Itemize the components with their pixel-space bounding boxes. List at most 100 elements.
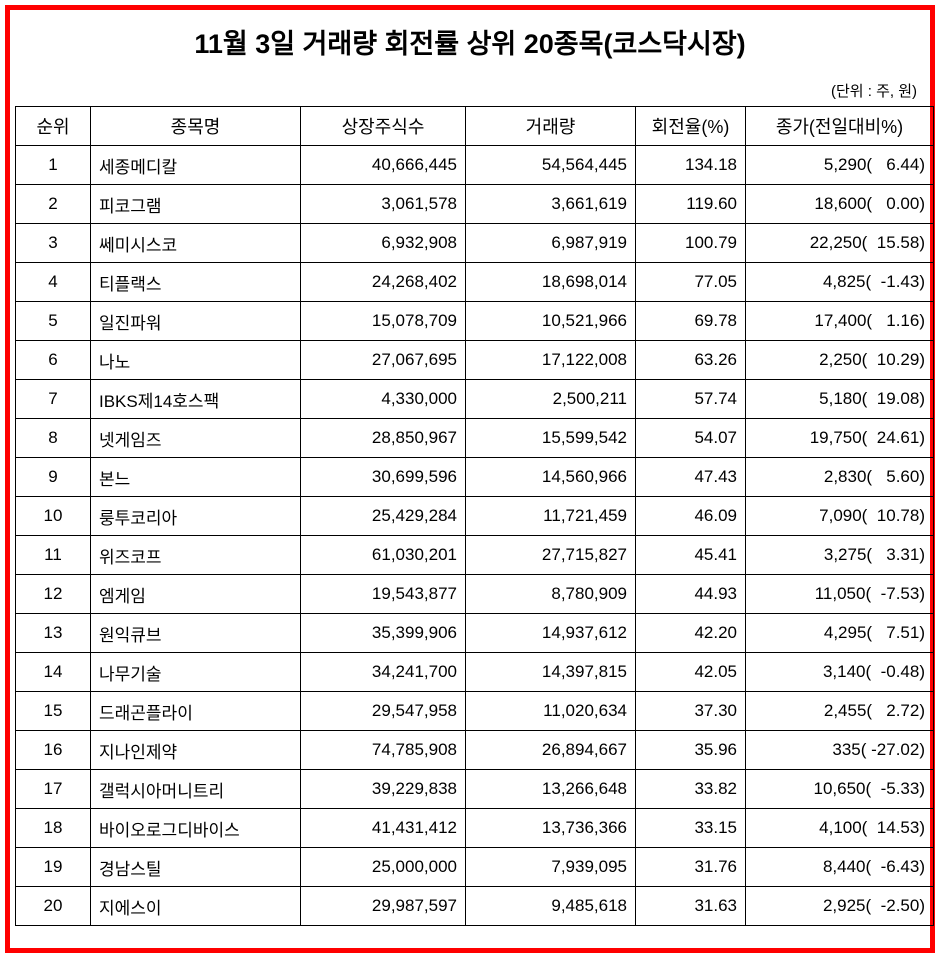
cell-close-price: 2,830( 5.60) (745, 457, 934, 498)
cell-close-price: 8,440( -6.43) (745, 847, 934, 888)
cell-volume: 54,564,445 (465, 145, 636, 186)
cell-close-price: 4,825( -1.43) (745, 262, 934, 303)
cell-rank: 16 (15, 730, 91, 771)
cell-close-price: 2,455( 2.72) (745, 691, 934, 732)
cell-close-price: 22,250( 15.58) (745, 223, 934, 264)
cell-turnover: 47.43 (635, 457, 746, 498)
table-row: 1 세종메디칼 40,666,445 54,564,445 134.18 5,290( 6… (15, 145, 934, 186)
cell-volume: 14,397,815 (465, 652, 636, 693)
cell-stock-name: 티플랙스 (90, 262, 301, 303)
red-border-frame: 11월 3일 거래량 회전률 상위 20종목(코스닥시장) (단위 : 주, 원… (5, 5, 935, 953)
cell-listed-shares: 29,987,597 (300, 886, 466, 927)
cell-listed-shares: 30,699,596 (300, 457, 466, 498)
table-row: 5 일진파워 15,078,709 10,521,966 69.78 17,400( 1.… (15, 301, 934, 342)
cell-close-price: 5,290( 6.44) (745, 145, 934, 186)
cell-listed-shares: 39,229,838 (300, 769, 466, 810)
cell-volume: 18,698,014 (465, 262, 636, 303)
cell-rank: 14 (15, 652, 91, 693)
col-header-turnover: 회전율(%) (635, 106, 746, 147)
cell-turnover: 100.79 (635, 223, 746, 264)
cell-listed-shares: 28,850,967 (300, 418, 466, 459)
cell-volume: 10,521,966 (465, 301, 636, 342)
cell-volume: 9,485,618 (465, 886, 636, 927)
cell-listed-shares: 6,932,908 (300, 223, 466, 264)
cell-listed-shares: 27,067,695 (300, 340, 466, 381)
table-body: 1 세종메디칼 40,666,445 54,564,445 134.18 5,290( 6… (15, 145, 934, 927)
cell-listed-shares: 29,547,958 (300, 691, 466, 732)
col-header-name: 종목명 (90, 106, 301, 147)
cell-listed-shares: 34,241,700 (300, 652, 466, 693)
cell-turnover: 54.07 (635, 418, 746, 459)
cell-stock-name: 엠게임 (90, 574, 301, 615)
cell-turnover: 46.09 (635, 496, 746, 537)
table-row: 15 드래곤플라이 29,547,958 11,020,634 37.30 2,455( … (15, 691, 934, 732)
cell-rank: 3 (15, 223, 91, 264)
cell-listed-shares: 41,431,412 (300, 808, 466, 849)
cell-close-price: 11,050( -7.53) (745, 574, 934, 615)
cell-stock-name: 경남스틸 (90, 847, 301, 888)
cell-stock-name: 룽투코리아 (90, 496, 301, 537)
table-row: 7 IBKS제14호스팩 4,330,000 2,500,211 57.74 5,180(… (15, 379, 934, 420)
col-header-close: 종가(전일대비%) (745, 106, 934, 147)
cell-rank: 2 (15, 184, 91, 225)
cell-rank: 13 (15, 613, 91, 654)
cell-rank: 20 (15, 886, 91, 927)
cell-turnover: 35.96 (635, 730, 746, 771)
cell-stock-name: 세종메디칼 (90, 145, 301, 186)
cell-rank: 18 (15, 808, 91, 849)
cell-listed-shares: 19,543,877 (300, 574, 466, 615)
table-row: 8 넷게임즈 28,850,967 15,599,542 54.07 19,750( 24… (15, 418, 934, 459)
cell-stock-name: 나노 (90, 340, 301, 381)
cell-rank: 19 (15, 847, 91, 888)
cell-turnover: 57.74 (635, 379, 746, 420)
cell-stock-name: 쎄미시스코 (90, 223, 301, 264)
cell-stock-name: 지나인제약 (90, 730, 301, 771)
cell-volume: 11,020,634 (465, 691, 636, 732)
cell-rank: 4 (15, 262, 91, 303)
cell-stock-name: 본느 (90, 457, 301, 498)
cell-stock-name: IBKS제14호스팩 (90, 379, 301, 420)
cell-listed-shares: 25,429,284 (300, 496, 466, 537)
cell-close-price: 2,925( -2.50) (745, 886, 934, 927)
cell-rank: 11 (15, 535, 91, 576)
table-row: 13 원익큐브 35,399,906 14,937,612 42.20 4,295( 7.… (15, 613, 934, 654)
table-row: 10 룽투코리아 25,429,284 11,721,459 46.09 7,090( 1… (15, 496, 934, 537)
col-header-shares: 상장주식수 (300, 106, 466, 147)
unit-note: (단위 : 주, 원) (830, 83, 917, 101)
cell-stock-name: 원익큐브 (90, 613, 301, 654)
table-row: 19 경남스틸 25,000,000 7,939,095 31.76 8,440( -6.… (15, 847, 934, 888)
cell-volume: 13,266,648 (465, 769, 636, 810)
cell-rank: 12 (15, 574, 91, 615)
cell-volume: 14,560,966 (465, 457, 636, 498)
cell-close-price: 18,600( 0.00) (745, 184, 934, 225)
cell-turnover: 31.76 (635, 847, 746, 888)
cell-listed-shares: 15,078,709 (300, 301, 466, 342)
col-header-rank: 순위 (15, 106, 91, 147)
table-row: 11 위즈코프 61,030,201 27,715,827 45.41 3,275( 3.… (15, 535, 934, 576)
cell-rank: 5 (15, 301, 91, 342)
cell-stock-name: 지에스이 (90, 886, 301, 927)
cell-listed-shares: 25,000,000 (300, 847, 466, 888)
cell-close-price: 5,180( 19.08) (745, 379, 934, 420)
cell-close-price: 19,750( 24.61) (745, 418, 934, 459)
cell-close-price: 3,140( -0.48) (745, 652, 934, 693)
cell-close-price: 4,295( 7.51) (745, 613, 934, 654)
cell-volume: 13,736,366 (465, 808, 636, 849)
table-row: 2 피코그램 3,061,578 3,661,619 119.60 18,600( 0.0… (15, 184, 934, 225)
cell-volume: 7,939,095 (465, 847, 636, 888)
cell-stock-name: 갤럭시아머니트리 (90, 769, 301, 810)
cell-rank: 1 (15, 145, 91, 186)
cell-turnover: 37.30 (635, 691, 746, 732)
cell-listed-shares: 35,399,906 (300, 613, 466, 654)
table-row: 6 나노 27,067,695 17,122,008 63.26 2,250( 10.29… (15, 340, 934, 381)
cell-volume: 14,937,612 (465, 613, 636, 654)
cell-stock-name: 나무기술 (90, 652, 301, 693)
cell-stock-name: 일진파워 (90, 301, 301, 342)
cell-rank: 15 (15, 691, 91, 732)
cell-turnover: 134.18 (635, 145, 746, 186)
table-row: 9 본느 30,699,596 14,560,966 47.43 2,830( 5.60) (15, 457, 934, 498)
cell-rank: 10 (15, 496, 91, 537)
table-row: 3 쎄미시스코 6,932,908 6,987,919 100.79 22,250( 15… (15, 223, 934, 264)
cell-turnover: 77.05 (635, 262, 746, 303)
cell-listed-shares: 3,061,578 (300, 184, 466, 225)
